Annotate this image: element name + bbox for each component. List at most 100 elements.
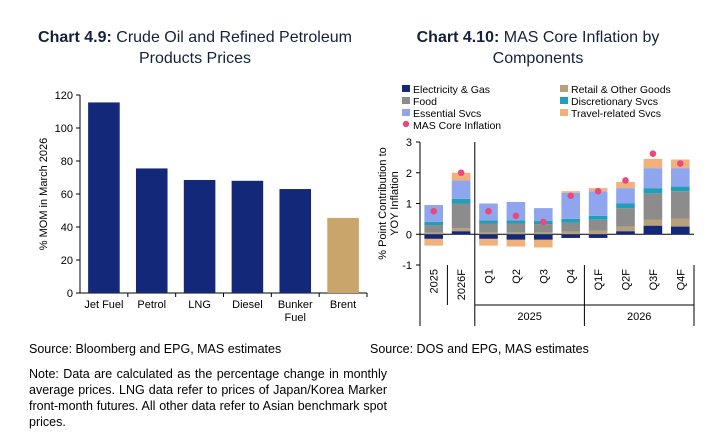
x-tick-label: Q4F xyxy=(675,269,687,291)
x-tick-label: Q2F xyxy=(621,269,633,291)
stacked-segment xyxy=(616,203,635,209)
stacked-segment xyxy=(424,221,444,226)
x-tick-label-line: Brent xyxy=(330,299,356,311)
legend-swatch xyxy=(560,97,568,104)
chart-4-9-source: Source: Bloomberg and EPG, MAS estimates xyxy=(29,342,282,356)
core-inflation-marker xyxy=(649,150,657,157)
y-tick-label: 120 xyxy=(55,90,73,102)
y-tick-label: 1 xyxy=(406,199,412,211)
x-tick-label: Q2 xyxy=(511,269,523,284)
y-axis-title-line: % Point Contribution to xyxy=(377,147,389,260)
stacked-segment xyxy=(506,201,526,221)
x-tick-label: Jet Fuel xyxy=(84,299,123,311)
stacked-segment xyxy=(451,231,471,235)
stacked-segment xyxy=(588,234,608,238)
y-tick-label: 20 xyxy=(61,255,73,267)
y-tick-label: 2 xyxy=(406,168,412,180)
stacked-segment xyxy=(616,231,635,235)
chart-4-10-title-prefix: Chart 4.10: xyxy=(416,29,500,46)
stacked-segment xyxy=(424,238,444,246)
chart-4-9-title: Chart 4.9: Crude Oil and Refined Petrole… xyxy=(20,27,370,69)
legend-swatch xyxy=(402,85,410,92)
stacked-segment xyxy=(616,188,635,204)
legend-swatch xyxy=(560,109,568,116)
stacked-segment xyxy=(588,215,608,220)
chart-4-10-source: Source: DOS and EPG, MAS estimates xyxy=(370,342,589,356)
stacked-segment xyxy=(506,232,526,235)
stacked-segment xyxy=(506,220,526,224)
legend-label: Electricity & Gas xyxy=(413,84,490,96)
stacked-segment xyxy=(616,226,635,232)
stacked-segment xyxy=(451,228,471,232)
core-inflation-marker xyxy=(457,169,465,177)
y-tick-label: 0 xyxy=(67,288,73,300)
y-tick-label: 3 xyxy=(406,137,412,149)
y-tick-label: 40 xyxy=(61,222,73,234)
bar xyxy=(183,179,216,293)
stacked-segment xyxy=(561,234,581,238)
legend-label: Travel-related Svcs xyxy=(571,108,661,120)
stacked-segment xyxy=(670,191,690,219)
stacked-segment xyxy=(506,239,526,247)
chart-4-10-title: Chart 4.10: MAS Core Inflation by Compon… xyxy=(378,27,698,69)
x-tick-label-line: Petrol xyxy=(137,299,166,311)
y-tick-label: 100 xyxy=(55,123,73,135)
x-tick-label: 2025 xyxy=(429,269,441,293)
y-tick-label: 0 xyxy=(406,229,412,241)
legend-swatch xyxy=(402,109,410,116)
x-tick-label: Diesel xyxy=(232,299,263,311)
y-axis-title: % Point Contribution toYOY Inflation xyxy=(377,147,401,260)
stacked-segment xyxy=(506,234,526,240)
x-tick-label: Q4 xyxy=(566,269,578,284)
stacked-segment xyxy=(561,222,581,232)
stacked-segment xyxy=(424,232,444,235)
x-tick-label: Brent xyxy=(330,299,356,311)
stacked-segment xyxy=(643,219,663,226)
x-tick-label-line: Diesel xyxy=(232,299,263,311)
stacked-segment xyxy=(451,198,471,204)
stacked-segment xyxy=(479,238,498,246)
y-tick-label: 80 xyxy=(61,156,73,168)
core-inflation-marker xyxy=(677,160,684,167)
stacked-segment xyxy=(643,225,663,235)
y-tick-label: -1 xyxy=(402,260,412,272)
stacked-segment xyxy=(451,172,471,181)
x-tick-label: LNG xyxy=(188,299,211,311)
stacked-segment xyxy=(670,168,690,187)
stacked-segment xyxy=(424,234,444,239)
core-inflation-marker xyxy=(512,212,520,220)
x-tick-label: Q1 xyxy=(484,269,496,284)
legend-label: Food xyxy=(413,96,437,108)
bar xyxy=(135,168,168,293)
stacked-segment xyxy=(643,158,663,169)
stacked-segment xyxy=(643,188,663,194)
x-tick-label: Petrol xyxy=(137,299,166,311)
stacked-segment xyxy=(533,224,553,233)
legend-label: Discretionary Svcs xyxy=(571,96,658,108)
chart-4-10-title-text: MAS Core Inflation by Components xyxy=(492,29,660,67)
stacked-segment xyxy=(588,219,608,231)
y-axis-title-line: YOY Inflation xyxy=(389,171,401,236)
stacked-segment xyxy=(616,208,635,227)
legend-swatch xyxy=(402,97,410,104)
x-tick-label: Q3 xyxy=(538,269,550,284)
y-axis-title: % MOM in March 2026 xyxy=(38,138,50,250)
y-tick-label: 60 xyxy=(61,189,73,201)
x-tick-label: Q1F xyxy=(593,269,605,291)
x-tick-label: Bunker Fuel xyxy=(278,299,313,324)
x-tick-label-line: Bunker xyxy=(278,299,313,311)
stacked-segment xyxy=(533,234,553,240)
stacked-segment xyxy=(533,239,553,248)
core-inflation-marker xyxy=(430,207,438,215)
legend-label: Essential Svcs xyxy=(413,108,481,120)
chart-4-9-title-text: Crude Oil and Refined Petroleum Products… xyxy=(111,29,352,67)
chart-4-9-title-prefix: Chart 4.9: xyxy=(38,29,112,46)
core-inflation-marker xyxy=(594,187,602,195)
stacked-segment xyxy=(561,191,581,193)
stacked-segment xyxy=(670,226,690,235)
stacked-segment xyxy=(479,232,498,235)
stacked-segment xyxy=(479,223,498,233)
stacked-segment xyxy=(479,220,498,224)
